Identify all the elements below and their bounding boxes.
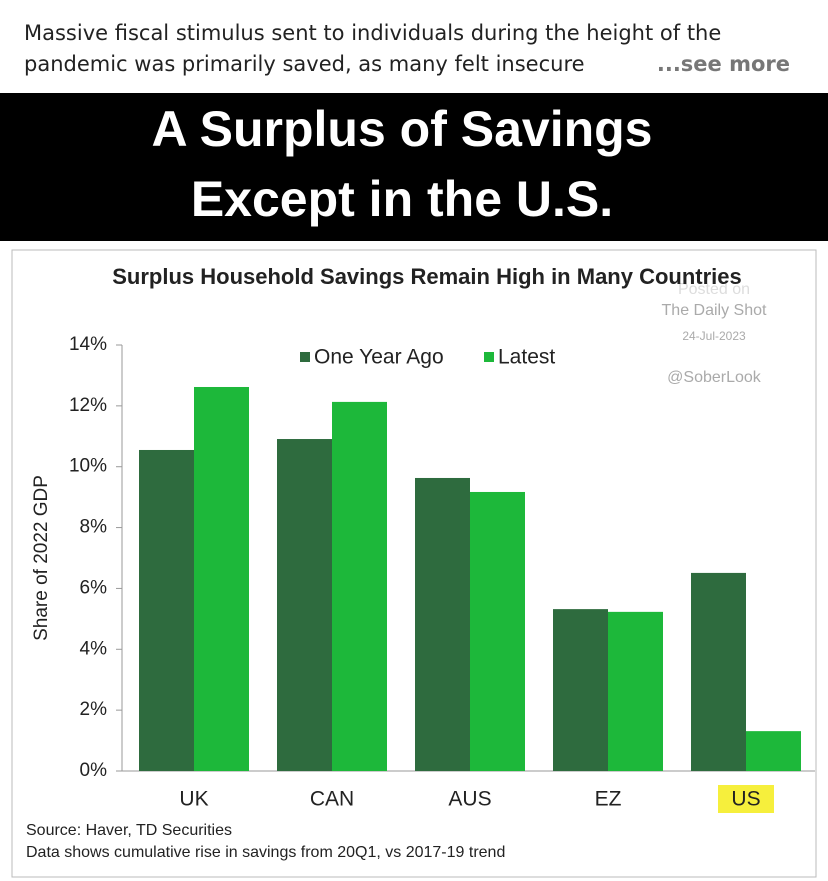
x-tick-label: CAN — [310, 788, 354, 811]
bar — [553, 609, 608, 771]
watermark: @SoberLook — [667, 369, 762, 386]
y-tick-label: 2% — [80, 699, 108, 720]
y-tick-label: 6% — [80, 577, 108, 598]
x-tick-label: UK — [179, 788, 208, 811]
watermark: 24-Jul-2023 — [682, 329, 746, 343]
y-tick-label: 8% — [80, 517, 108, 538]
post: Massive fiscal stimulus sent to individu… — [24, 18, 804, 80]
y-tick-label: 4% — [80, 638, 108, 659]
y-axis-label: Share of 2022 GDP — [31, 475, 52, 641]
x-tick-label: AUS — [448, 788, 491, 811]
bar — [691, 572, 746, 771]
post-text: Massive fiscal stimulus sent to individu… — [24, 21, 722, 76]
label-highlight — [718, 785, 774, 813]
legend-label: Latest — [498, 346, 555, 369]
banner-line: A Surplus of Savings — [151, 101, 652, 157]
chart-title: Surplus Household Savings Remain High in… — [112, 264, 742, 289]
bar — [277, 439, 332, 771]
y-tick-label: 10% — [69, 456, 107, 477]
bar — [139, 449, 194, 771]
note: Data shows cumulative rise in savings fr… — [26, 844, 505, 861]
y-tick-label: 0% — [80, 760, 108, 781]
legend-label: One Year Ago — [314, 346, 444, 369]
bar — [194, 386, 249, 771]
bar — [608, 611, 663, 771]
see-more[interactable]: ...see more — [626, 49, 790, 80]
watermark: Posted on — [678, 281, 750, 298]
chart-frame — [11, 249, 817, 878]
bar — [332, 401, 387, 771]
banner-line: Except in the U.S. — [191, 171, 613, 227]
bar — [470, 491, 525, 771]
watermark: The Daily Shot — [662, 302, 767, 319]
bar — [746, 731, 801, 771]
bar — [415, 477, 470, 771]
legend-swatch — [484, 352, 494, 362]
x-tick-label: EZ — [595, 788, 622, 811]
banner — [0, 93, 828, 241]
note: Source: Haver, TD Securities — [26, 822, 232, 839]
y-tick-label: 14% — [69, 334, 107, 355]
y-tick-label: 12% — [69, 395, 107, 416]
legend-swatch — [300, 352, 310, 362]
x-tick-label: US — [731, 788, 760, 811]
